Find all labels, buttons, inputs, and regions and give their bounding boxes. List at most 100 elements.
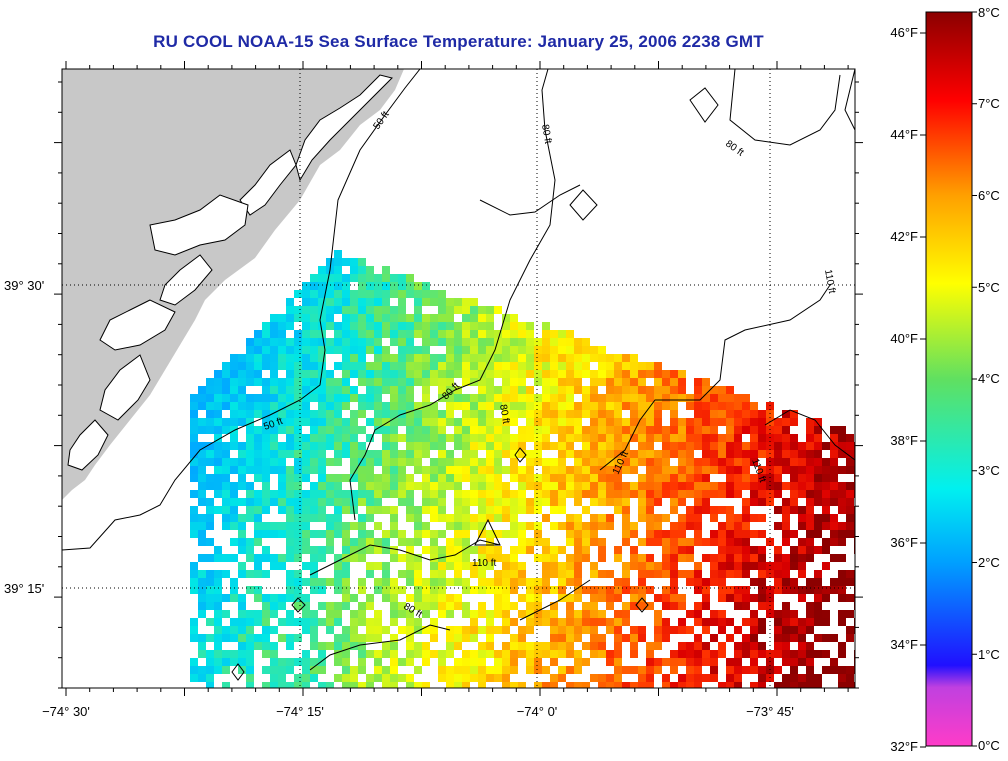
sst-pixel	[286, 434, 294, 442]
sst-pixel	[454, 402, 462, 410]
sst-pixel	[598, 642, 606, 650]
sst-pixel	[366, 330, 374, 338]
sst-pixel	[838, 578, 846, 586]
sst-pixel	[718, 610, 726, 618]
sst-pixel	[382, 306, 390, 314]
sst-pixel	[390, 370, 398, 378]
sst-pixel	[694, 666, 702, 674]
sst-pixel	[598, 498, 606, 506]
sst-pixel	[486, 642, 494, 650]
sst-pixel	[270, 370, 278, 378]
sst-pixel	[334, 650, 342, 658]
sst-pixel	[494, 426, 502, 434]
sst-pixel	[694, 434, 702, 442]
sst-pixel	[646, 570, 654, 578]
sst-pixel	[422, 298, 430, 306]
sst-pixel	[286, 338, 294, 346]
sst-pixel	[686, 434, 694, 442]
sst-pixel	[470, 338, 478, 346]
sst-pixel	[326, 386, 334, 394]
sst-pixel	[246, 498, 254, 506]
sst-pixel	[614, 674, 622, 682]
sst-pixel	[198, 418, 206, 426]
sst-pixel	[294, 442, 302, 450]
sst-pixel	[470, 346, 478, 354]
sst-pixel	[374, 666, 382, 674]
sst-pixel	[822, 514, 830, 522]
plot-frame	[61, 68, 856, 689]
sst-pixel	[646, 522, 654, 530]
sst-pixel	[310, 674, 318, 682]
sst-pixel	[702, 466, 710, 474]
sst-pixel	[486, 506, 494, 514]
sst-pixel	[398, 338, 406, 346]
sst-pixel	[462, 370, 470, 378]
sst-pixel	[590, 426, 598, 434]
sst-pixel	[270, 522, 278, 530]
sst-pixel	[846, 682, 854, 688]
sst-pixel	[782, 674, 790, 682]
sst-pixel	[550, 426, 558, 434]
sst-pixel	[222, 570, 230, 578]
sst-pixel	[374, 402, 382, 410]
sst-pixel	[278, 426, 286, 434]
sst-pixel	[590, 370, 598, 378]
sst-pixel	[398, 290, 406, 298]
sst-pixel	[398, 282, 406, 290]
sst-pixel	[518, 394, 526, 402]
sst-pixel	[814, 418, 822, 426]
lat-label-2: 39° 15'	[4, 581, 44, 596]
sst-pixel	[694, 674, 702, 682]
sst-pixel	[758, 626, 766, 634]
sst-pixel	[334, 530, 342, 538]
sst-pixel	[374, 618, 382, 626]
sst-pixel	[398, 330, 406, 338]
contour-island-4	[514, 447, 527, 463]
sst-pixel	[670, 394, 678, 402]
sst-pixel	[686, 466, 694, 474]
sst-pixel	[654, 434, 662, 442]
sst-pixel	[590, 626, 598, 634]
sst-pixel	[558, 594, 566, 602]
sst-pixel	[670, 682, 678, 688]
contour-label-110d: 110 ft	[472, 558, 496, 569]
sst-pixel	[462, 602, 470, 610]
sst-pixel	[270, 442, 278, 450]
sst-pixel	[238, 658, 246, 666]
sst-pixel	[286, 386, 294, 394]
sst-pixel	[422, 410, 430, 418]
sst-pixel	[806, 618, 814, 626]
sst-pixel	[806, 434, 814, 442]
sst-pixel	[806, 490, 814, 498]
sst-pixel	[422, 282, 430, 290]
sst-pixel	[246, 610, 254, 618]
sst-pixel	[222, 498, 230, 506]
sst-pixel	[294, 658, 302, 666]
sst-pixel	[430, 554, 438, 562]
sst-pixel	[374, 426, 382, 434]
sst-pixel	[662, 626, 670, 634]
sst-pixel	[606, 602, 614, 610]
sst-pixel	[326, 538, 334, 546]
sst-pixel	[422, 578, 430, 586]
sst-pixel	[238, 386, 246, 394]
sst-pixel	[406, 378, 414, 386]
sst-pixel	[550, 370, 558, 378]
sst-pixel	[526, 402, 534, 410]
sst-pixel	[246, 362, 254, 370]
sst-pixel	[478, 466, 486, 474]
sst-pixel	[406, 618, 414, 626]
sst-pixel	[630, 394, 638, 402]
sst-pixel	[758, 530, 766, 538]
sst-pixel	[318, 386, 326, 394]
sst-pixel	[390, 546, 398, 554]
sst-pixel	[806, 666, 814, 674]
sst-pixel	[374, 658, 382, 666]
sst-pixel	[238, 562, 246, 570]
sst-pixel	[198, 650, 206, 658]
contour-label-110: 110 ft	[822, 269, 837, 295]
sst-pixel	[502, 594, 510, 602]
sst-pixel	[694, 442, 702, 450]
sst-pixel	[358, 282, 366, 290]
sst-pixel	[390, 378, 398, 386]
